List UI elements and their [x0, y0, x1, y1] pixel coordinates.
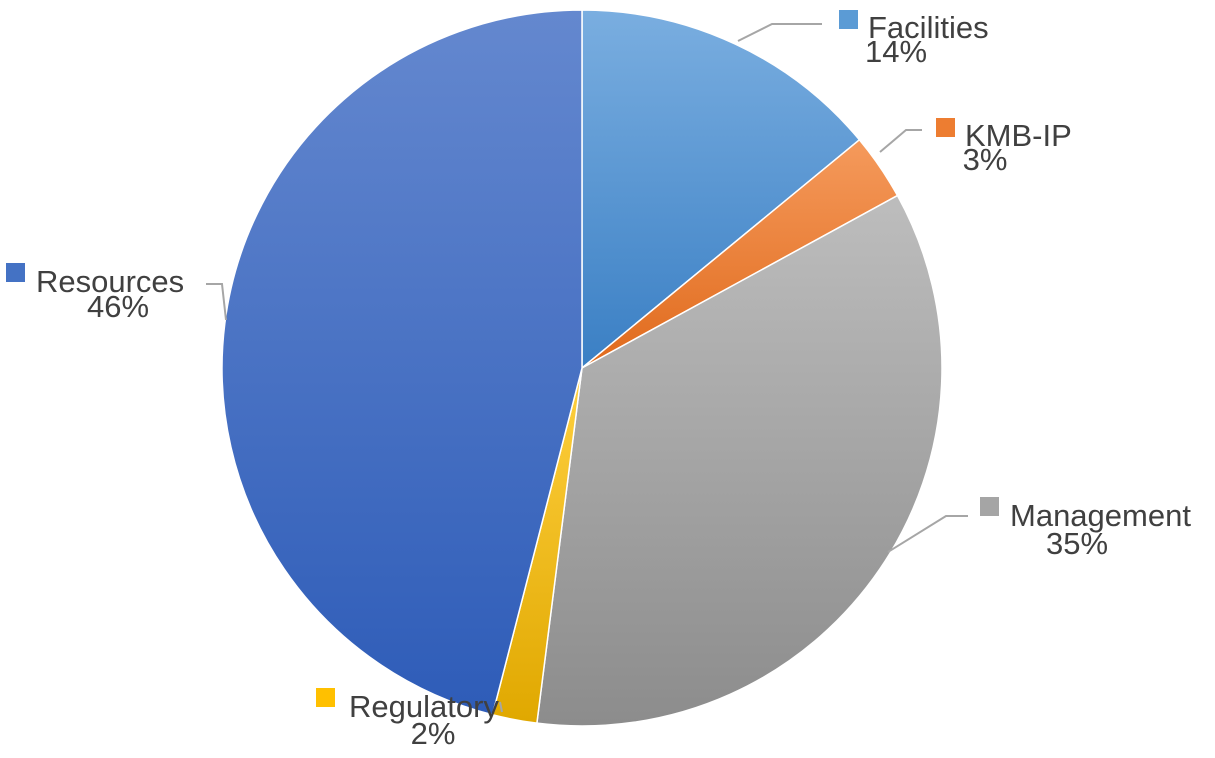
pie-slice-resources [221, 9, 583, 716]
leader-lines [206, 23, 968, 713]
data-label-value-management: 35% [1046, 526, 1108, 561]
data-label-value-regulatory: 2% [411, 716, 456, 751]
label-swatch-kmb-ip [936, 118, 955, 137]
data-label-value-facilities: 14% [865, 34, 927, 69]
pie-slice-management [536, 194, 943, 727]
data-label-name-facilities: Facilities [868, 10, 989, 45]
data-label-value-kmb-ip: 3% [963, 142, 1008, 177]
leader-line-kmb-ip [879, 129, 922, 153]
leader-line-regulatory [499, 701, 503, 713]
data-label-name-resources: Resources [36, 264, 184, 299]
label-swatch-resources [6, 263, 25, 282]
leader-line-facilities [737, 23, 822, 42]
leader-line-management [887, 515, 968, 553]
label-swatch-facilities [839, 10, 858, 29]
leader-line-resources [206, 283, 227, 321]
data-label-name-management: Management [1010, 498, 1191, 533]
pie-slices [221, 9, 943, 727]
data-label-name-kmb-ip: KMB-IP [965, 118, 1072, 153]
data-label-name-regulatory: Regulatory [349, 689, 499, 724]
label-swatch-regulatory [316, 688, 335, 707]
pie-slice-facilities [581, 9, 861, 370]
label-swatch-management [980, 497, 999, 516]
data-label-value-resources: 46% [87, 289, 149, 324]
